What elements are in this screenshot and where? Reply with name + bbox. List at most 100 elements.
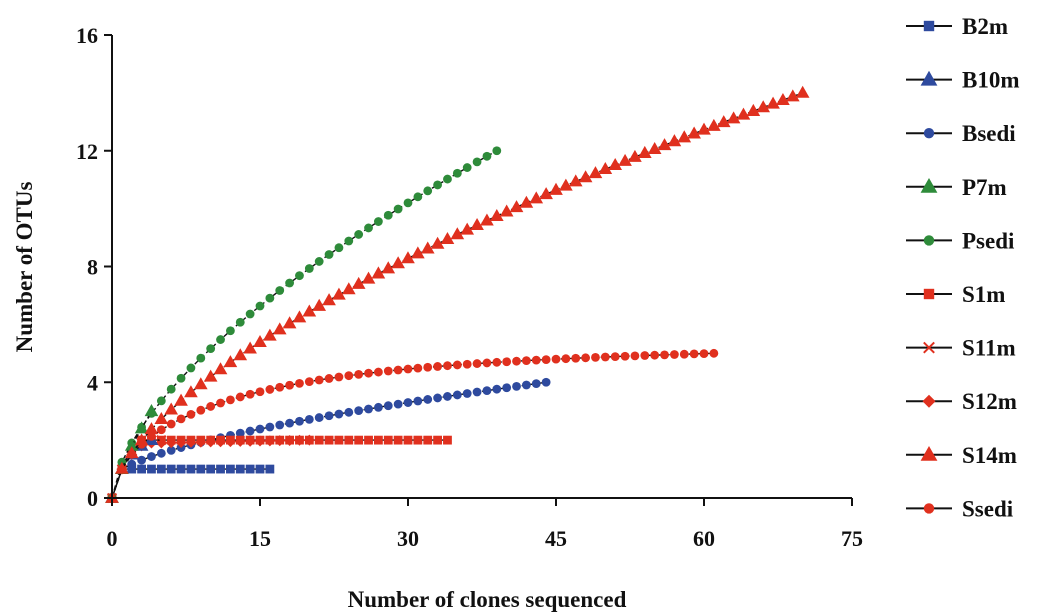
circle-marker (482, 151, 492, 161)
triangle-marker (302, 304, 317, 317)
circle-marker (147, 431, 156, 441)
legend-label: B10m (962, 68, 1020, 93)
circle-marker (354, 369, 364, 379)
y-tick-label: 4 (87, 370, 98, 395)
circle-marker (522, 380, 531, 390)
square-marker (127, 464, 137, 474)
circle-marker (226, 395, 235, 405)
circle-marker (127, 459, 137, 469)
x-marker (923, 341, 935, 354)
x-tick-label: 15 (249, 526, 271, 551)
circle-marker (462, 163, 472, 172)
circle-marker (176, 373, 186, 383)
circle-marker (364, 223, 373, 233)
square-marker (324, 435, 334, 445)
square-marker (196, 464, 206, 474)
y-tick-label: 12 (76, 139, 98, 164)
circle-marker (670, 350, 679, 359)
circle-marker (591, 353, 600, 362)
triangle-marker (598, 162, 613, 175)
circle-marker (285, 278, 294, 288)
legend-label: S1m (962, 282, 1005, 307)
diamond-marker (922, 394, 936, 408)
square-marker (393, 435, 403, 445)
triangle-marker (312, 298, 327, 311)
circle-marker (324, 374, 334, 383)
square-marker (245, 464, 255, 474)
circle-marker (383, 366, 393, 376)
circle-marker (403, 398, 413, 407)
triangle-marker (391, 256, 405, 269)
triangle-marker (489, 208, 504, 221)
circle-marker (304, 377, 314, 387)
circle-marker (364, 404, 373, 414)
square-marker (364, 435, 373, 445)
x-marker-stroke (156, 435, 167, 446)
triangle-marker (263, 328, 277, 341)
circle-marker (344, 371, 354, 381)
triangle-marker (144, 422, 159, 435)
axes: 0 4 8 12 16 0 15 30 45 60 75 (76, 23, 863, 551)
square-marker (403, 435, 413, 445)
x-tick-label: 60 (693, 526, 715, 551)
square-marker (255, 464, 265, 474)
circle-marker (492, 146, 502, 156)
diamond-marker (254, 435, 266, 447)
circle-marker (923, 235, 935, 246)
circle-marker (344, 407, 354, 417)
circle-marker (433, 393, 442, 403)
circle-marker (531, 379, 541, 389)
circle-marker (541, 355, 551, 365)
legend-item-s11m: S11m (906, 336, 1016, 361)
circle-marker (255, 424, 265, 434)
triangle-marker (440, 231, 455, 244)
circle-marker (295, 416, 304, 426)
circle-marker (492, 384, 502, 394)
diamond-marker (303, 434, 315, 446)
legend-label: S12m (962, 389, 1017, 414)
square-marker (226, 464, 235, 474)
triangle-marker (164, 402, 179, 415)
series-line (111, 150, 498, 499)
circle-marker (235, 392, 245, 402)
circle-marker (923, 503, 935, 514)
circle-marker (275, 286, 285, 295)
legend-label: S11m (962, 336, 1016, 361)
square-marker (344, 435, 354, 445)
circle-marker (304, 264, 314, 273)
circle-marker (354, 230, 364, 239)
triangle-marker (430, 236, 445, 249)
triangle-marker (470, 218, 484, 231)
diamond-marker (215, 436, 227, 448)
diamond-marker (274, 435, 286, 447)
triangle-marker (381, 261, 396, 274)
diamond-marker (264, 435, 276, 447)
triangle-marker (588, 166, 603, 179)
circle-marker (354, 406, 364, 416)
square-marker (354, 435, 364, 445)
legend-label: S14m (962, 443, 1017, 468)
circle-marker (433, 362, 442, 371)
circle-marker (265, 293, 275, 303)
circle-marker (285, 380, 294, 390)
legend-label: Ssedi (962, 496, 1014, 521)
triangle-marker (411, 246, 425, 259)
square-marker (235, 464, 245, 474)
triangle-marker (154, 411, 169, 424)
circle-marker (452, 360, 462, 370)
circle-marker (433, 180, 442, 190)
triangle-marker (920, 70, 938, 86)
circle-marker (166, 384, 176, 394)
triangle-marker (697, 122, 711, 135)
circle-marker (383, 210, 393, 220)
legend-item-ssedi: Ssedi (906, 496, 1014, 521)
triangle-marker (460, 222, 475, 235)
series-line (111, 92, 803, 499)
triangle-marker (134, 421, 149, 434)
circle-marker (275, 420, 285, 430)
triangle-marker (272, 322, 287, 335)
circle-marker (640, 351, 650, 360)
circle-marker (423, 186, 433, 196)
triangle-marker (716, 115, 731, 128)
circle-marker (403, 198, 413, 208)
